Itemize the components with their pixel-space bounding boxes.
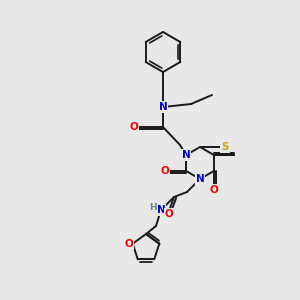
Text: H: H	[149, 203, 157, 212]
Text: N: N	[157, 205, 165, 215]
Text: S: S	[221, 142, 229, 152]
Text: O: O	[124, 239, 133, 249]
Text: N: N	[159, 102, 167, 112]
Text: O: O	[209, 185, 218, 195]
Text: N: N	[196, 174, 204, 184]
Text: O: O	[165, 209, 173, 219]
Text: O: O	[161, 166, 170, 176]
Text: N: N	[182, 150, 190, 160]
Text: O: O	[130, 122, 138, 132]
